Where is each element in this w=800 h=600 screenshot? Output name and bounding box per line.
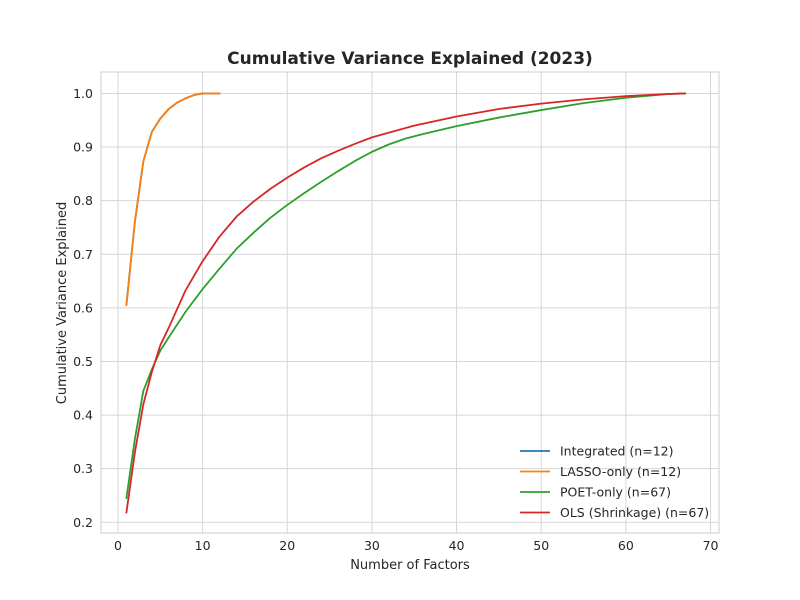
y-tick-label: 0.8 bbox=[73, 193, 93, 208]
x-tick-label: 10 bbox=[195, 538, 211, 553]
plot-frame bbox=[100, 71, 720, 534]
series-lines bbox=[125, 92, 687, 514]
grid bbox=[101, 72, 719, 533]
y-tick-label: 0.4 bbox=[73, 408, 93, 423]
y-tick-label: 1.0 bbox=[73, 86, 93, 101]
legend-entry: LASSO-only (n=12) bbox=[560, 464, 681, 479]
series-line-1 bbox=[125, 92, 221, 307]
tick-labels: 0 10 20 30 40 50 60 70 0.2 0.3 0.4 0.5 0.6 0.7 0.8 0.9 1… bbox=[73, 86, 718, 553]
x-tick-label: 50 bbox=[533, 538, 549, 553]
series-line-4 bbox=[125, 92, 687, 514]
legend-entry: OLS (Shrinkage) (n=67) bbox=[560, 505, 709, 520]
x-tick-label: 30 bbox=[364, 538, 380, 553]
x-tick-label: 60 bbox=[618, 538, 634, 553]
y-tick-label: 0.3 bbox=[73, 461, 93, 476]
y-tick-label: 0.5 bbox=[73, 354, 93, 369]
y-tick-label: 0.9 bbox=[73, 140, 93, 155]
x-axis-label: Number of Factors bbox=[350, 558, 470, 573]
legend-entry: POET-only (n=67) bbox=[560, 485, 671, 500]
x-tick-label: 20 bbox=[279, 538, 295, 553]
y-tick-label: 0.6 bbox=[73, 300, 93, 315]
x-tick-label: 0 bbox=[114, 538, 122, 553]
y-axis-label: Cumulative Variance Explained bbox=[55, 202, 70, 404]
y-tick-label: 0.7 bbox=[73, 247, 93, 262]
legend: Integrated (n=12) LASSO-only (n=12) POET-o… bbox=[520, 444, 709, 520]
legend-entry: Integrated (n=12) bbox=[560, 444, 674, 459]
x-tick-label: 70 bbox=[703, 538, 719, 553]
y-tick-label: 0.2 bbox=[73, 515, 93, 530]
series-line-2 bbox=[125, 92, 221, 307]
x-tick-label: 40 bbox=[449, 538, 465, 553]
chart-title: Cumulative Variance Explained (2023) bbox=[227, 49, 593, 69]
series-line-3 bbox=[125, 92, 687, 500]
